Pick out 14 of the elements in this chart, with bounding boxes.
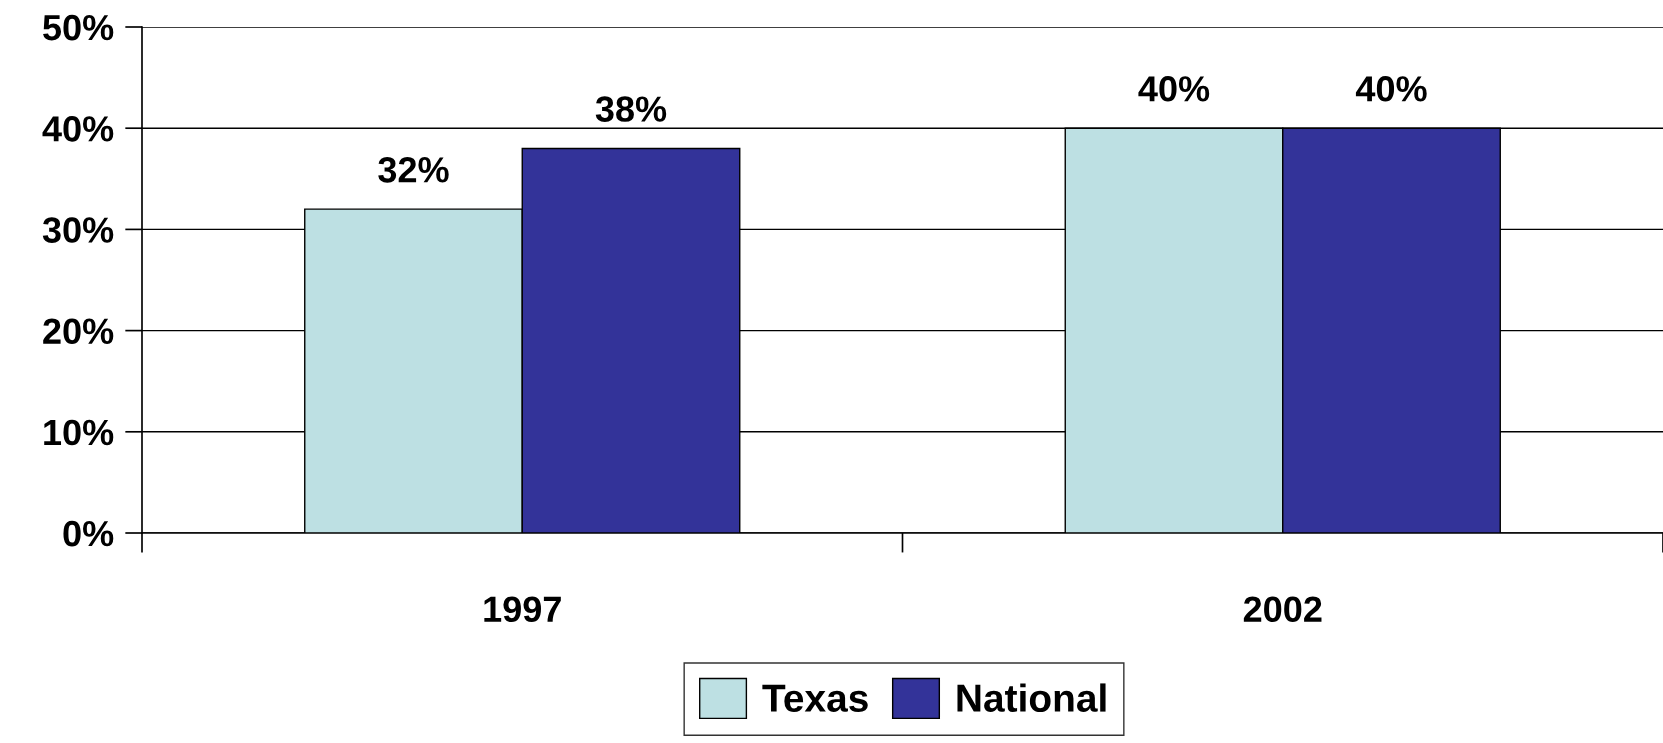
y-tick-label: 40% (42, 116, 114, 142)
legend-label: Texas (762, 684, 868, 712)
y-tick-label: 10% (44, 419, 114, 446)
data-label: 38% (595, 96, 667, 122)
y-tick-label: 30% (42, 217, 114, 243)
data-label: 40% (1138, 76, 1210, 102)
y-tick-label: 0% (63, 520, 114, 547)
x-tick-label: 2002 (1243, 596, 1322, 623)
data-label: 40% (1355, 76, 1427, 102)
y-tick-label: 20% (43, 318, 114, 345)
legend-label: National (957, 683, 1106, 712)
data-label: 32% (378, 157, 449, 183)
x-tick-label: 1997 (484, 596, 561, 623)
y-tick-label: 50% (43, 14, 114, 41)
